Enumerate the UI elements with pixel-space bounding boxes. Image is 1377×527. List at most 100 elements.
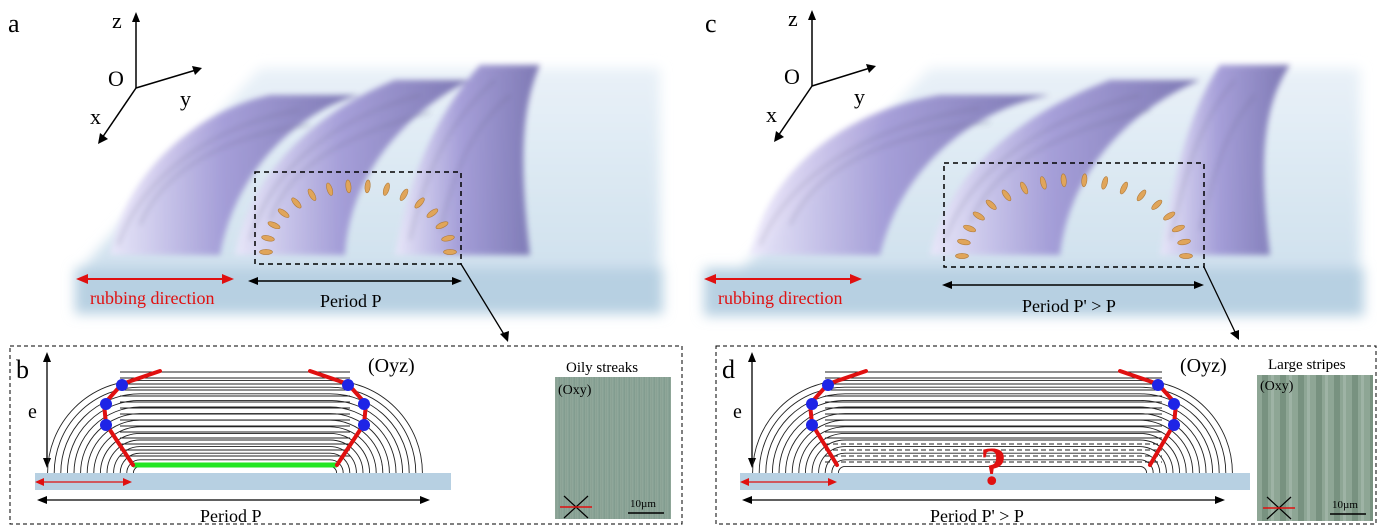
rubbing-arrow-c [704,274,862,284]
micrograph-b [555,377,671,519]
thickness-label-b: e [28,401,37,423]
smectic-layer [66,399,404,474]
molecule [1171,224,1185,233]
molecule [435,221,449,230]
panel-b-frame [9,345,683,525]
micro-title-b: Oily streaks [566,360,638,376]
axis-x-label-c: x [766,102,777,127]
molecule [1101,176,1109,190]
molecule [1119,181,1128,195]
molecule [1001,189,1012,202]
connector-c-d [1203,266,1237,335]
molecule [972,211,985,221]
axes-c [774,10,876,142]
axis-z-label-a: z [112,8,122,33]
molecule [364,179,371,194]
smectic-layer [126,459,344,474]
molecule [1136,189,1147,202]
scale-label-b: 10µm [630,498,656,510]
molecule [1081,173,1088,188]
plane-label-d: (Oyz) [1180,355,1227,377]
smectic-layer [93,426,377,474]
smectic-layer [765,393,1220,474]
molecule [441,235,455,242]
period-label-d: Period P' > P [930,506,1024,526]
molecule [955,253,969,259]
curvature-walls-b [101,369,369,467]
molecule [426,208,439,218]
panel-d-frame [715,345,1377,525]
molecule [985,199,997,210]
smectic-ridges-c [750,65,1290,255]
smectic-layer [837,465,1148,474]
molecule [963,224,977,233]
axis-origin-label-c: O [784,64,800,89]
panel-c-letter: c [705,9,717,38]
smectic-layer [831,459,1154,474]
panel-d-letter: d [722,355,735,384]
molecule [1151,199,1163,210]
axis-y-label-c: y [854,84,865,109]
molecule [261,235,275,242]
rubbing-arrow-a [76,274,234,284]
molecule-arch-c [955,173,1193,259]
micro-plane-d: (Oxy) [1260,379,1294,394]
defect-points-d [806,379,1180,431]
molecule [414,197,425,209]
molecule [277,208,290,218]
micrograph-d [1257,375,1373,521]
micro-plane-b: (Oxy) [558,383,592,398]
polarizer-cross-b [560,495,592,519]
molecule [382,182,390,196]
smectic-layer [60,393,410,474]
substrate-d [740,473,1250,490]
smectic-layers-d [752,371,1233,474]
molecule [345,179,352,194]
thickness-arrow-b [43,352,51,468]
axis-origin-label-a: O [108,66,124,91]
molecule [1179,253,1193,259]
molecule [326,182,334,196]
smectic-layers-b [47,371,423,474]
panel-d: d (Oyz) e ? Period P' > P [715,345,1377,526]
panel-a-letter: a [8,9,20,38]
plane-label-b: (Oyz) [368,355,415,377]
molecule [443,249,457,255]
rubbing-label-a: rubbing direction [90,288,214,308]
rubbing-arrow-d [740,478,837,486]
axes-a [98,12,202,144]
molecule [1039,176,1047,190]
smectic-layer [752,380,1233,474]
molecule [1163,211,1176,221]
smectic-layer [119,452,351,474]
question-mark-d: ? [980,436,1007,496]
selection-box-c [943,162,1205,268]
molecule [1060,173,1067,188]
smectic-layer [113,446,357,474]
smectic-ridges-a [110,65,540,255]
panel-b: b (Oyz) e [9,345,683,526]
molecule [307,188,317,201]
molecule [259,249,273,255]
period-arrow-c [942,281,1204,289]
substrate-b [35,473,451,490]
rubbing-arrow-b [35,478,132,486]
smectic-layer [47,380,423,474]
period-arrow-d [742,496,1225,504]
panel-c: c z O y x [704,6,1364,340]
smectic-layer [798,426,1187,474]
period-arrow-a [248,277,462,285]
period-label-b: Period P [200,506,262,526]
molecule [399,188,409,201]
axis-z-label-c: z [788,6,798,31]
molecule [1020,181,1029,195]
molecule [291,197,302,209]
period-label-c: Period P' > P [1022,296,1116,316]
smectic-layer [778,406,1207,474]
panel-b-letter: b [16,355,29,384]
thickness-label-d: e [733,401,742,423]
smectic-layer [771,399,1214,474]
axis-y-label-a: y [180,86,191,111]
smectic-layer [73,406,397,474]
